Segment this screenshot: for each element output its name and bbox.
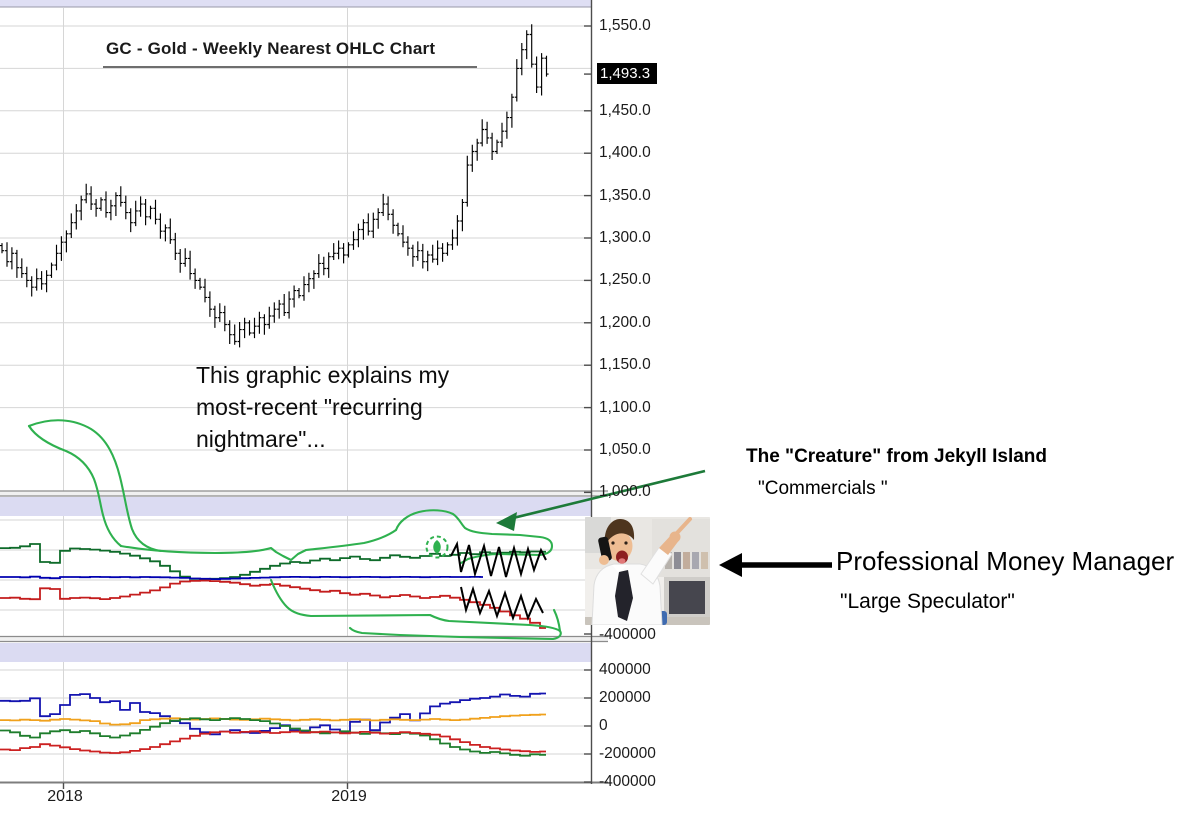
price-tick-1300: 1,300.0 bbox=[599, 229, 656, 246]
price-tick-1250: 1,250.0 bbox=[599, 271, 656, 288]
nightmare-annotation: This graphic explains my most-recent "re… bbox=[196, 359, 449, 455]
price-tick-1200: 1,200.0 bbox=[599, 314, 656, 331]
nightmare-line-1: This graphic explains my bbox=[196, 359, 449, 391]
large-speculator-label: "Large Speculator" bbox=[840, 590, 1015, 614]
cot-lower-tick-200000: 200000 bbox=[599, 689, 656, 706]
cot-upper-tick--400000: -400000 bbox=[599, 626, 656, 643]
price-tick-1100: 1,100.0 bbox=[599, 399, 656, 416]
creature-label: The "Creature" from Jekyll Island bbox=[746, 446, 1047, 468]
x-axis-label-2019: 2019 bbox=[327, 788, 371, 806]
price-tick-1050: 1,050.0 bbox=[599, 441, 656, 458]
cot-lower-tick-400000: 400000 bbox=[599, 661, 656, 678]
x-axis-label-2018: 2018 bbox=[43, 788, 87, 806]
price-tick-1000: 1,000.0 bbox=[599, 483, 656, 500]
price-tick-1550: 1,550.0 bbox=[599, 17, 656, 34]
chart-title: GC - Gold - Weekly Nearest OHLC Chart bbox=[106, 39, 435, 59]
cot-lower-tick--200000: -200000 bbox=[599, 745, 656, 762]
black-arrow bbox=[719, 553, 832, 577]
nightmare-line-2: most-recent "recurring bbox=[196, 391, 449, 423]
price-tick-1150: 1,150.0 bbox=[599, 356, 656, 373]
money-manager-label: Professional Money Manager bbox=[836, 546, 1174, 577]
price-tick-1450: 1,450.0 bbox=[599, 102, 656, 119]
price-tick-1350: 1,350.0 bbox=[599, 187, 656, 204]
stock-photo-man-on-phone bbox=[583, 517, 710, 626]
meme-chart-screenshot: GC - Gold - Weekly Nearest OHLC Chart Th… bbox=[0, 0, 1198, 824]
price-tick-1400: 1,400.0 bbox=[599, 144, 656, 161]
cot-lower-tick--400000: -400000 bbox=[599, 773, 656, 790]
cot-lower-tick-0: 0 bbox=[599, 717, 656, 734]
chart-title-underline bbox=[103, 66, 477, 68]
commercials-label: "Commercials " bbox=[758, 478, 888, 500]
last-price-badge: 1,493.3 bbox=[597, 63, 657, 84]
nightmare-line-3: nightmare"... bbox=[196, 423, 449, 455]
